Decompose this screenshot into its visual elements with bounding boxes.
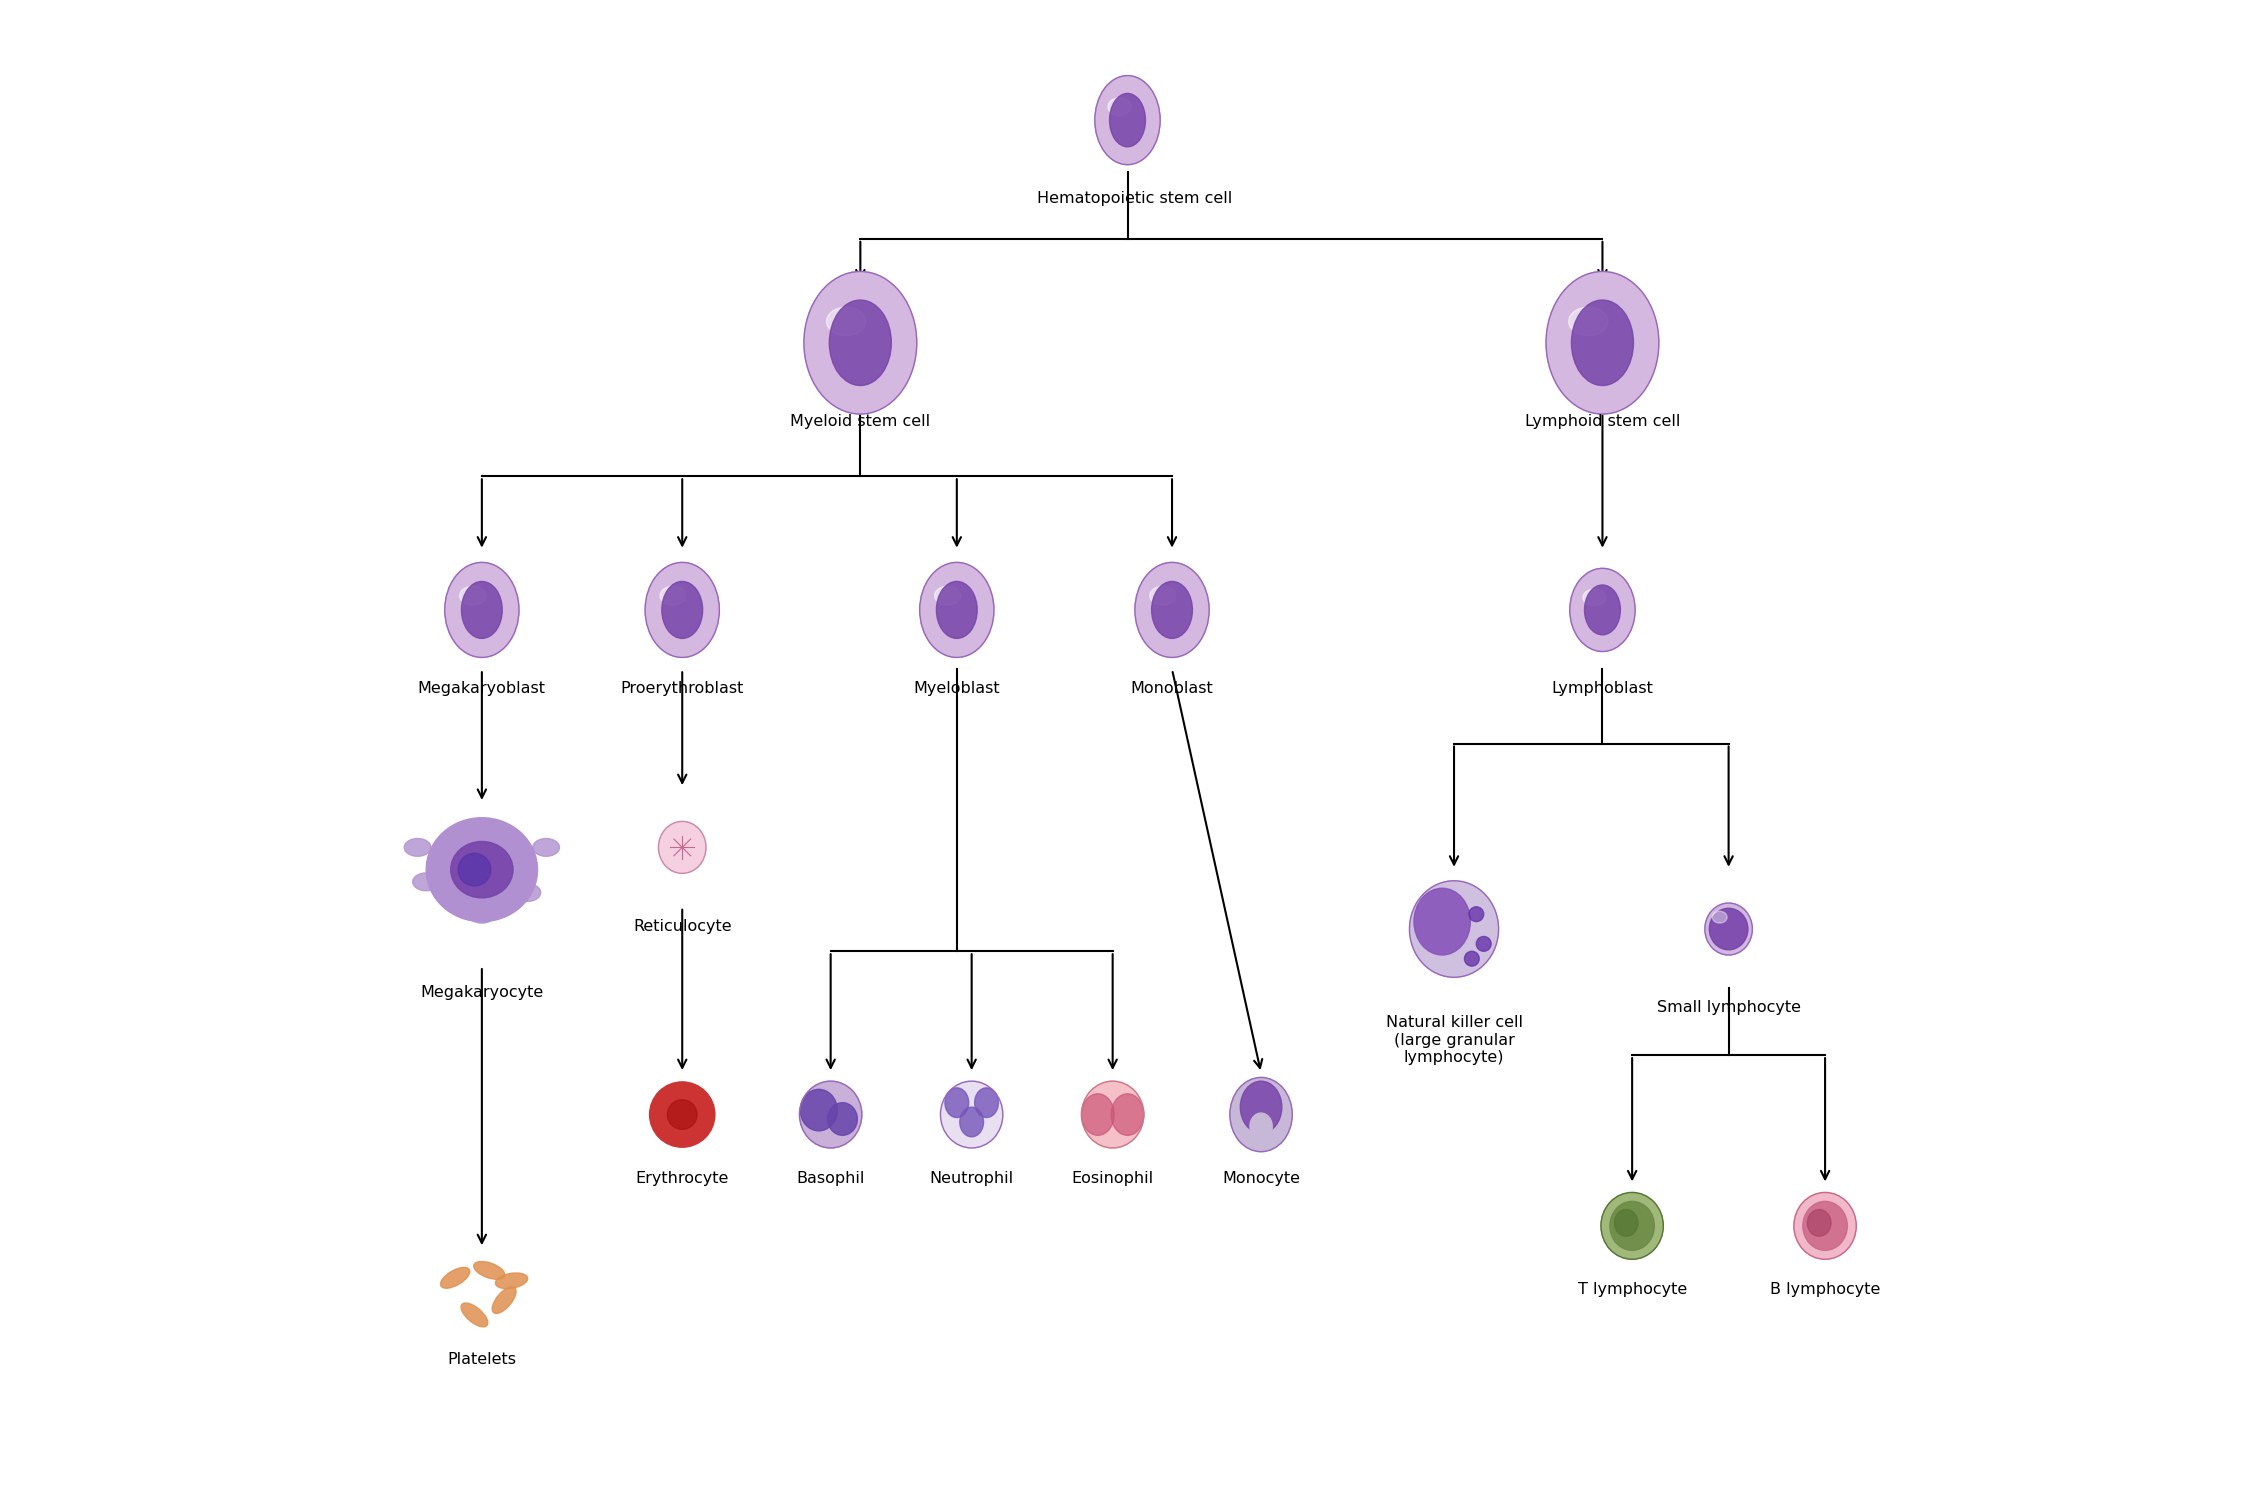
- Ellipse shape: [514, 883, 541, 901]
- Ellipse shape: [1709, 909, 1748, 950]
- Ellipse shape: [1240, 1081, 1281, 1133]
- Ellipse shape: [1096, 76, 1159, 165]
- Ellipse shape: [474, 1261, 505, 1279]
- Text: Myeloid stem cell: Myeloid stem cell: [789, 413, 931, 430]
- Ellipse shape: [1249, 1114, 1272, 1141]
- Text: Small lymphocyte: Small lymphocyte: [1657, 1001, 1799, 1016]
- Ellipse shape: [1107, 98, 1130, 116]
- Text: Lymphoblast: Lymphoblast: [1551, 681, 1653, 696]
- Ellipse shape: [1112, 1094, 1143, 1136]
- Ellipse shape: [413, 873, 440, 891]
- Ellipse shape: [1615, 1209, 1637, 1236]
- Text: Hematopoietic stem cell: Hematopoietic stem cell: [1037, 192, 1233, 207]
- Ellipse shape: [801, 1090, 837, 1132]
- Text: Lymphoid stem cell: Lymphoid stem cell: [1524, 413, 1680, 430]
- Ellipse shape: [661, 586, 686, 605]
- Ellipse shape: [645, 562, 719, 657]
- Text: Proerythroblast: Proerythroblast: [620, 681, 744, 696]
- Ellipse shape: [828, 308, 866, 336]
- Text: T lymphocyte: T lymphocyte: [1578, 1282, 1687, 1297]
- Ellipse shape: [1409, 880, 1500, 977]
- Ellipse shape: [1572, 300, 1633, 385]
- Circle shape: [667, 1100, 697, 1130]
- Ellipse shape: [1802, 1201, 1847, 1251]
- Ellipse shape: [469, 906, 496, 923]
- Ellipse shape: [1806, 1209, 1831, 1236]
- Ellipse shape: [658, 821, 706, 873]
- Ellipse shape: [458, 854, 492, 886]
- Ellipse shape: [945, 1088, 970, 1118]
- Ellipse shape: [440, 1267, 469, 1288]
- Ellipse shape: [805, 272, 918, 413]
- Text: Monoblast: Monoblast: [1130, 681, 1213, 696]
- Ellipse shape: [460, 586, 485, 605]
- Ellipse shape: [426, 818, 537, 922]
- Ellipse shape: [496, 1273, 528, 1289]
- Text: Neutrophil: Neutrophil: [929, 1170, 1015, 1187]
- Ellipse shape: [1585, 584, 1621, 635]
- Ellipse shape: [920, 562, 994, 657]
- Ellipse shape: [1601, 1193, 1664, 1259]
- Ellipse shape: [1134, 562, 1209, 657]
- Ellipse shape: [1150, 586, 1175, 605]
- Ellipse shape: [1712, 912, 1727, 923]
- Ellipse shape: [1109, 94, 1146, 147]
- Ellipse shape: [1610, 1201, 1655, 1251]
- Ellipse shape: [444, 562, 519, 657]
- Ellipse shape: [492, 1286, 516, 1313]
- Ellipse shape: [830, 300, 891, 385]
- Text: B lymphocyte: B lymphocyte: [1770, 1282, 1881, 1297]
- Ellipse shape: [974, 1088, 999, 1118]
- Ellipse shape: [961, 1108, 983, 1138]
- Text: Eosinophil: Eosinophil: [1071, 1170, 1155, 1187]
- Text: Reticulocyte: Reticulocyte: [634, 919, 731, 934]
- Text: Platelets: Platelets: [446, 1352, 516, 1367]
- Ellipse shape: [828, 1103, 857, 1136]
- Circle shape: [1463, 952, 1479, 967]
- Text: Erythrocyte: Erythrocyte: [636, 1170, 728, 1187]
- Text: Monocyte: Monocyte: [1222, 1170, 1301, 1187]
- Ellipse shape: [404, 839, 431, 857]
- Ellipse shape: [934, 586, 961, 605]
- Ellipse shape: [940, 1081, 1003, 1148]
- Text: Basophil: Basophil: [796, 1170, 866, 1187]
- Ellipse shape: [532, 839, 559, 857]
- Ellipse shape: [801, 1081, 861, 1148]
- Ellipse shape: [1569, 568, 1635, 651]
- Ellipse shape: [1229, 1078, 1292, 1151]
- Text: Natural killer cell
(large granular
lymphocyte): Natural killer cell (large granular lymp…: [1385, 1016, 1522, 1065]
- Ellipse shape: [451, 842, 514, 898]
- Ellipse shape: [1547, 272, 1660, 413]
- Text: Megakaryoblast: Megakaryoblast: [417, 681, 546, 696]
- Text: Myeloblast: Myeloblast: [913, 681, 1001, 696]
- Ellipse shape: [460, 1303, 487, 1326]
- Ellipse shape: [661, 581, 704, 638]
- Ellipse shape: [1152, 581, 1193, 638]
- Circle shape: [649, 1083, 715, 1146]
- Text: Megakaryocyte: Megakaryocyte: [419, 986, 543, 1001]
- Ellipse shape: [1583, 589, 1606, 605]
- Ellipse shape: [462, 581, 503, 638]
- Ellipse shape: [1569, 308, 1608, 336]
- Ellipse shape: [1795, 1193, 1856, 1259]
- Ellipse shape: [1082, 1081, 1143, 1148]
- Ellipse shape: [1414, 888, 1470, 955]
- Ellipse shape: [1082, 1094, 1114, 1136]
- Ellipse shape: [936, 581, 976, 638]
- Circle shape: [1468, 907, 1484, 922]
- Circle shape: [1477, 937, 1491, 952]
- Ellipse shape: [1705, 903, 1752, 955]
